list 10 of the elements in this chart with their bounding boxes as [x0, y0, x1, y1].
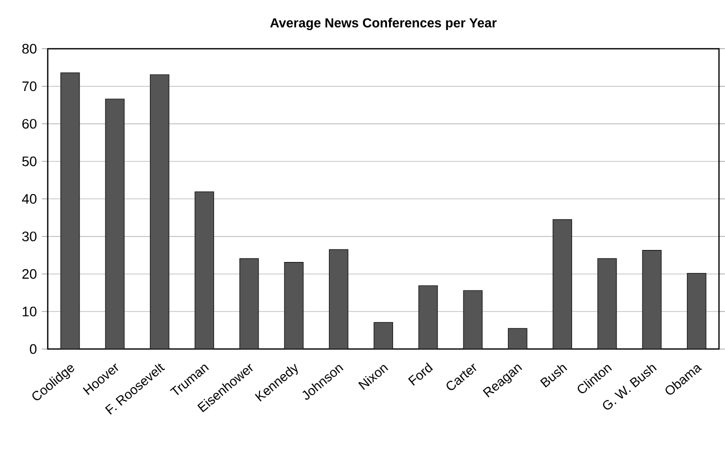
chart-title: Average News Conferences per Year — [270, 18, 497, 30]
y-tick-label: 40 — [22, 194, 36, 204]
y-tick-label: 60 — [22, 118, 36, 128]
y-tick-label: 50 — [22, 156, 36, 166]
y-tick-label: 20 — [22, 268, 36, 279]
y-tick-label: 0 — [30, 344, 36, 354]
y-tick-label: 10 — [22, 306, 36, 316]
y-tick-label: 30 — [22, 231, 36, 242]
y-tick-label: 70 — [22, 81, 36, 91]
y-tick-label: 80 — [22, 44, 36, 54]
